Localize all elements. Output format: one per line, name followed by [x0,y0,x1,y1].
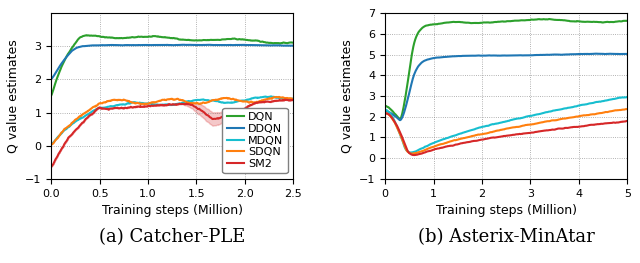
DDQN [180,43,188,46]
DDQN [192,43,200,47]
SDQN [275,95,283,99]
MDQN [284,98,292,101]
Y-axis label: Q value estimates: Q value estimates [6,39,20,153]
Line: DQN: DQN [51,35,293,95]
SM2 [289,98,297,101]
Line: SM2: SM2 [51,100,293,167]
SM2 [47,165,55,168]
Legend: DQN, DDQN, MDQN, SDQN, SM2: DQN, DDQN, MDQN, SDQN, SM2 [223,108,287,173]
MDQN [267,95,275,98]
DQN [163,36,170,39]
X-axis label: Training steps (Million): Training steps (Million) [102,204,243,217]
DQN [47,94,55,97]
SDQN [284,97,292,100]
Line: MDQN: MDQN [51,97,293,144]
DQN [83,34,90,37]
SDQN [47,143,55,146]
SM2 [246,104,253,107]
SDQN [164,98,172,101]
Y-axis label: Q value estimates: Q value estimates [340,39,353,153]
DQN [179,38,186,41]
Text: (a) Catcher-PLE: (a) Catcher-PLE [99,228,245,246]
SM2 [164,103,172,107]
Line: DDQN: DDQN [51,45,293,79]
SDQN [179,99,186,102]
MDQN [191,99,199,102]
SM2 [284,98,292,102]
MDQN [179,101,186,104]
Text: (b) Asterix-MinAtar: (b) Asterix-MinAtar [418,228,595,246]
SDQN [246,101,253,104]
DDQN [284,44,292,47]
SM2 [191,105,199,108]
MDQN [163,103,170,106]
SDQN [191,102,199,105]
SDQN [289,98,297,101]
SM2 [163,104,170,107]
DQN [246,39,254,42]
DQN [164,36,172,39]
DDQN [164,43,172,47]
SM2 [179,102,186,105]
DDQN [47,77,55,80]
MDQN [164,103,172,106]
DQN [289,41,297,44]
MDQN [246,98,253,101]
DDQN [289,44,297,47]
DDQN [179,43,186,46]
DQN [284,41,292,44]
SDQN [163,99,170,102]
Line: SDQN: SDQN [51,97,293,144]
DDQN [163,43,170,47]
X-axis label: Training steps (Million): Training steps (Million) [436,204,577,217]
DQN [192,39,200,42]
MDQN [47,142,55,145]
MDQN [289,97,297,100]
SM2 [281,98,289,101]
DDQN [246,43,254,47]
